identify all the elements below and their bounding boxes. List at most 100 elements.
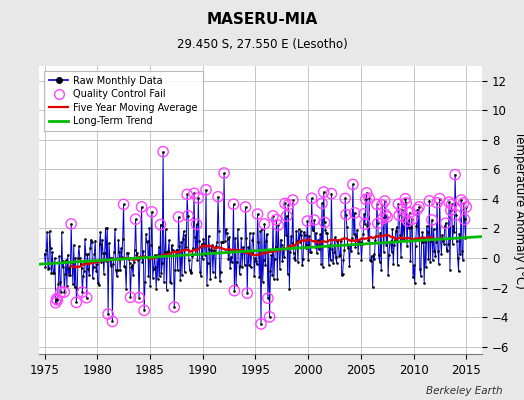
Point [422, 223, 431, 229]
Point [258, 226, 266, 232]
Point [140, 307, 148, 314]
Point [389, 261, 398, 267]
Point [361, 221, 369, 227]
Point [79, 273, 88, 280]
Point [415, 204, 423, 210]
Point [77, 261, 85, 267]
Point [141, 231, 150, 237]
Point [374, 220, 382, 227]
Point [379, 249, 388, 256]
Point [223, 236, 232, 242]
Point [81, 236, 89, 243]
Point [253, 261, 261, 267]
Point [174, 214, 183, 220]
Point [283, 271, 292, 278]
Point [364, 237, 373, 243]
Point [287, 233, 295, 240]
Point [309, 227, 318, 234]
Point [66, 272, 74, 278]
Point [328, 246, 336, 252]
Point [269, 213, 277, 219]
Point [302, 242, 311, 248]
Point [446, 267, 454, 273]
Point [458, 248, 466, 254]
Point [144, 273, 152, 279]
Point [387, 248, 396, 255]
Point [108, 318, 117, 325]
Point [304, 256, 312, 263]
Point [352, 233, 361, 239]
Point [215, 278, 224, 285]
Point [455, 230, 464, 237]
Point [154, 276, 162, 282]
Point [270, 276, 278, 282]
Point [78, 264, 86, 271]
Point [49, 270, 57, 276]
Point [94, 280, 102, 287]
Point [99, 250, 107, 256]
Point [369, 251, 378, 258]
Point [89, 275, 97, 282]
Point [60, 289, 69, 295]
Point [137, 254, 145, 260]
Point [374, 220, 382, 227]
Point [291, 257, 300, 264]
Point [394, 201, 402, 207]
Point [68, 259, 77, 266]
Point [247, 250, 256, 256]
Point [92, 267, 100, 274]
Point [259, 257, 268, 264]
Point [127, 264, 136, 270]
Point [278, 258, 287, 265]
Point [155, 244, 163, 250]
Point [441, 220, 450, 226]
Point [383, 214, 391, 220]
Point [365, 195, 374, 202]
Point [263, 231, 271, 237]
Point [320, 219, 329, 226]
Point [435, 196, 444, 202]
Point [363, 222, 372, 229]
Point [395, 212, 403, 218]
Point [234, 226, 242, 232]
Point [273, 276, 281, 282]
Point [320, 189, 328, 195]
Point [147, 242, 155, 248]
Point [325, 241, 334, 248]
Point [415, 204, 423, 210]
Point [359, 230, 367, 237]
Point [157, 270, 166, 276]
Point [177, 238, 185, 245]
Point [342, 211, 350, 218]
Point [159, 148, 167, 155]
Point [421, 239, 429, 245]
Point [119, 201, 128, 208]
Point [379, 215, 387, 222]
Point [303, 218, 312, 224]
Point [440, 240, 448, 247]
Point [72, 299, 81, 306]
Point [59, 258, 68, 264]
Point [362, 196, 370, 202]
Point [140, 307, 148, 314]
Point [340, 246, 348, 253]
Point [52, 296, 61, 302]
Point [358, 240, 366, 247]
Point [235, 271, 244, 277]
Point [289, 197, 297, 203]
Point [151, 264, 159, 270]
Point [435, 196, 444, 202]
Point [104, 311, 112, 317]
Point [445, 199, 453, 205]
Point [47, 270, 56, 276]
Point [248, 237, 257, 244]
Point [394, 201, 402, 207]
Point [192, 221, 201, 228]
Point [51, 300, 60, 306]
Point [348, 235, 356, 241]
Point [285, 201, 293, 208]
Point [133, 250, 141, 256]
Point [260, 221, 269, 227]
Point [226, 265, 234, 272]
Point [237, 234, 245, 241]
